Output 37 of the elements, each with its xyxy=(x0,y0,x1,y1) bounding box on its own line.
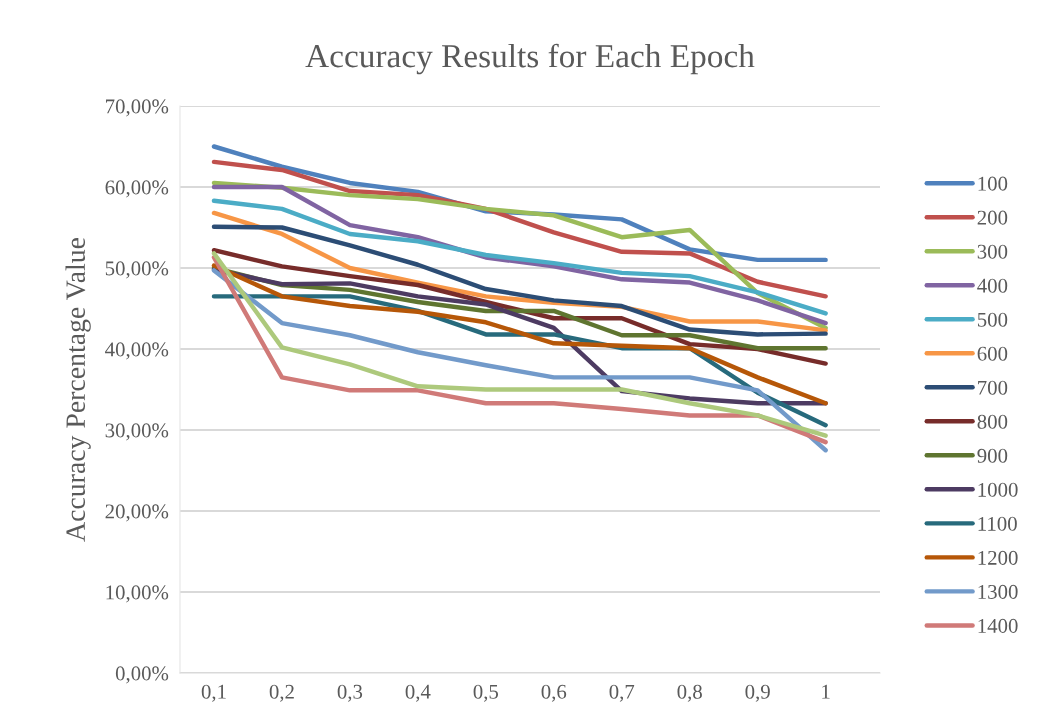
line-series xyxy=(211,198,828,316)
y-tick-label: 10,00% xyxy=(106,585,169,603)
y-tick-label: 20,00% xyxy=(105,504,169,522)
x-tick-label: 0,3 xyxy=(337,684,363,702)
y-tick-label: 40,00% xyxy=(105,342,169,360)
x-tick-label: 0,5 xyxy=(473,684,499,702)
line-series xyxy=(211,247,828,366)
legend-label: 1100 xyxy=(978,516,1017,531)
y-tick-label: 50,00% xyxy=(105,261,169,279)
legend-label: 500 xyxy=(977,312,1008,327)
y-tick-label: 60,00% xyxy=(105,180,169,198)
legend-label: 1400 xyxy=(978,618,1018,633)
y-axis-title: Accuracy Percentage Value xyxy=(65,238,91,542)
legend-label: 900 xyxy=(977,448,1008,463)
legend-label: 300 xyxy=(977,244,1008,259)
x-tick-label: 0,7 xyxy=(609,684,635,702)
legend-label: 600 xyxy=(977,346,1008,361)
legend-label: 1300 xyxy=(978,584,1018,599)
legend-label: 800 xyxy=(977,414,1008,429)
x-tick-label: 0,2 xyxy=(269,684,294,702)
legend-label: 100 xyxy=(978,176,1008,191)
legend-label: 700 xyxy=(978,380,1008,395)
legend-label: 1000 xyxy=(978,482,1018,497)
legend-label: 1200 xyxy=(978,550,1018,565)
legend-label: 400 xyxy=(977,278,1008,293)
x-tick-label: 0,1 xyxy=(201,684,226,702)
x-tick-label: 0,4 xyxy=(405,684,431,702)
y-tick-label: 0,00% xyxy=(115,666,169,684)
legend-label: 200 xyxy=(977,210,1008,225)
x-tick-label: 1 xyxy=(822,684,830,699)
x-tick-label: 0,8 xyxy=(677,684,702,702)
y-tick-label: 70,00% xyxy=(106,99,169,117)
x-tick-label: 0,6 xyxy=(541,684,567,702)
y-tick-label: 30,00% xyxy=(105,423,169,441)
x-tick-label: 0,9 xyxy=(745,684,770,702)
line-series xyxy=(211,159,828,299)
chart-title: Accuracy Results for Each Epoch xyxy=(305,43,755,75)
